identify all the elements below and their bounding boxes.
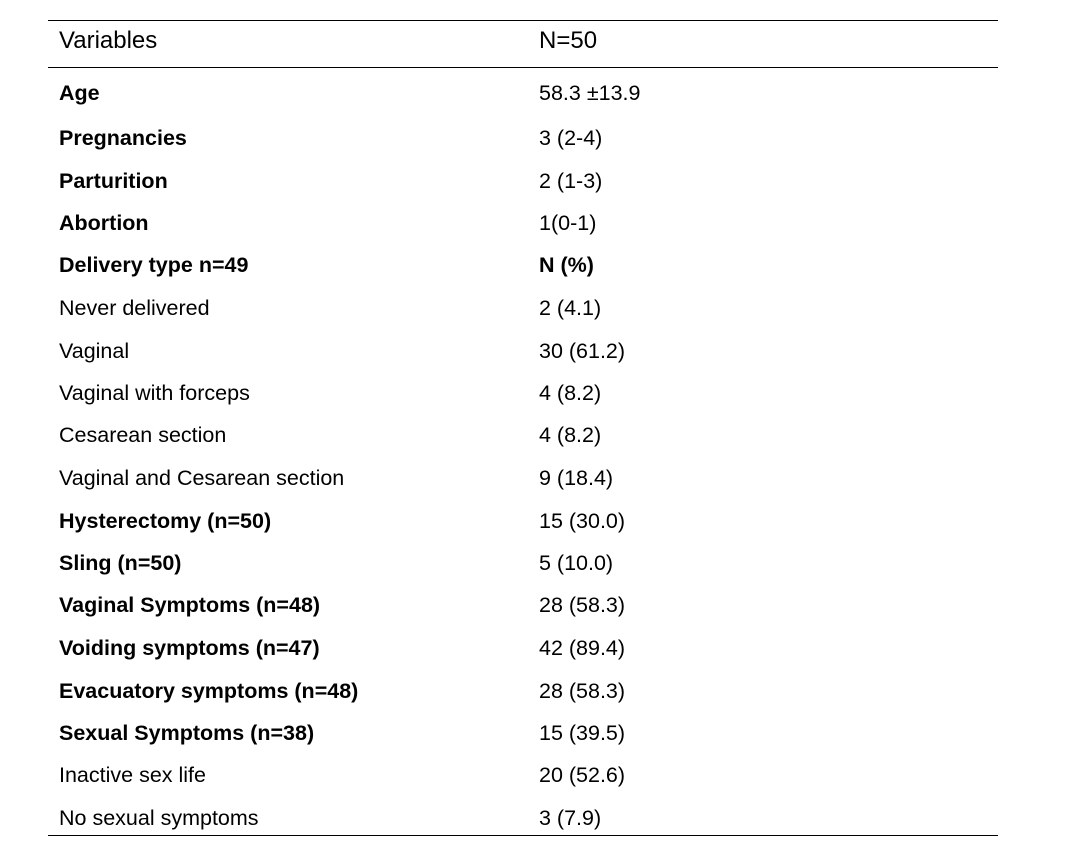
table-row: Vaginal 30 (61.2) (48, 335, 998, 377)
row-label: Delivery type n=49 (59, 253, 249, 277)
row-label: Sling (n=50) (59, 551, 182, 575)
table-row: Vaginal Symptoms (n=48) 28 (58.3) (48, 589, 998, 631)
table-row: Abortion 1(0-1) (48, 207, 998, 249)
row-label: Never delivered (59, 296, 210, 320)
row-value: 5 (10.0) (539, 551, 614, 575)
row-label: Vaginal with forceps (59, 381, 250, 405)
row-label: Abortion (59, 211, 149, 235)
table-row: Evacuatory symptoms (n=48) 28 (58.3) (48, 675, 998, 717)
row-label: No sexual symptoms (59, 806, 259, 830)
row-label: Evacuatory symptoms (n=48) (59, 679, 359, 703)
row-value: 15 (39.5) (539, 721, 626, 745)
table-row: Age 58.3 ±13.9 (48, 77, 998, 119)
row-value: 4 (8.2) (539, 423, 602, 447)
row-value: 4 (8.2) (539, 381, 602, 405)
row-value: 1(0-1) (539, 211, 597, 235)
row-value: 58.3 ±13.9 (539, 81, 641, 105)
table-row: Pregnancies 3 (2-4) (48, 122, 998, 164)
row-value: 3 (7.9) (539, 806, 602, 830)
table-row: Inactive sex life 20 (52.6) (48, 759, 998, 801)
table-header-row: Variables N=50 (48, 20, 998, 68)
table-row: Sling (n=50) 5 (10.0) (48, 547, 998, 589)
table-row: Cesarean section 4 (8.2) (48, 419, 998, 461)
table-row: Never delivered 2 (4.1) (48, 292, 998, 334)
row-label: Sexual Symptoms (n=38) (59, 721, 315, 745)
row-label: Voiding symptoms (n=47) (59, 636, 320, 660)
row-value: 42 (89.4) (539, 636, 626, 660)
row-value: 2 (4.1) (539, 296, 602, 320)
table-row: Parturition 2 (1-3) (48, 165, 998, 207)
table-row: Vaginal and Cesarean section 9 (18.4) (48, 462, 998, 504)
row-label: Hysterectomy (n=50) (59, 509, 272, 533)
row-value: 3 (2-4) (539, 126, 603, 150)
row-label: Vaginal Symptoms (n=48) (59, 593, 321, 617)
row-label: Parturition (59, 169, 168, 193)
row-value: 30 (61.2) (539, 339, 626, 363)
row-value: 28 (58.3) (539, 593, 626, 617)
row-value: 28 (58.3) (539, 679, 626, 703)
row-value: 2 (1-3) (539, 169, 603, 193)
row-value: N (%) (539, 253, 594, 277)
row-label: Inactive sex life (59, 763, 206, 787)
table-row: Delivery type n=49 N (%) (48, 249, 998, 291)
table-row: Sexual Symptoms (n=38) 15 (39.5) (48, 717, 998, 759)
row-label: Vaginal and Cesarean section (59, 466, 345, 490)
row-label: Vaginal (59, 339, 130, 363)
table-bottom-rule (48, 835, 998, 836)
row-value: 20 (52.6) (539, 763, 626, 787)
table-row: No sexual symptoms 3 (7.9) (48, 802, 998, 844)
row-label: Age (59, 81, 100, 105)
row-label: Pregnancies (59, 126, 187, 150)
table-row: Vaginal with forceps 4 (8.2) (48, 377, 998, 419)
row-label: Cesarean section (59, 423, 227, 447)
table-header-rule (48, 67, 998, 68)
row-value: 15 (30.0) (539, 509, 626, 533)
table-row: Hysterectomy (n=50) 15 (30.0) (48, 505, 998, 547)
header-variables: Variables (59, 27, 158, 54)
table-top-rule (48, 20, 998, 21)
table-row: Voiding symptoms (n=47) 42 (89.4) (48, 632, 998, 674)
header-n: N=50 (539, 27, 598, 54)
row-value: 9 (18.4) (539, 466, 614, 490)
